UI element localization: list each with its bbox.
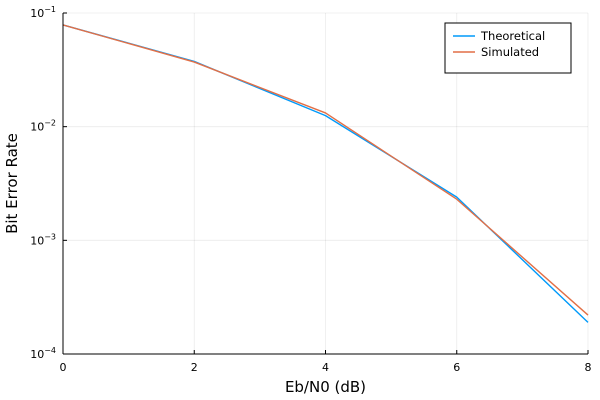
legend-label: Simulated [481, 45, 539, 59]
x-tick-label: 4 [322, 361, 329, 374]
series-lines [62, 24, 589, 323]
y-tick-label: 10−2 [30, 119, 56, 134]
axes [62, 12, 589, 355]
y-tick-label: 10−1 [30, 5, 56, 20]
x-tick-labels: 0 2 4 6 8 [60, 361, 592, 374]
x-tick-label: 8 [585, 361, 592, 374]
x-tick-label: 0 [60, 361, 67, 374]
y-axis-title: Bit Error Rate [3, 133, 21, 234]
legend: Theoretical Simulated [444, 22, 572, 74]
x-axis-title: Eb/N0 (dB) [285, 378, 366, 396]
series-line-simulated [62, 24, 589, 316]
legend-box [444, 22, 572, 74]
x-tick-label: 6 [453, 361, 460, 374]
y-tick-label: 10−3 [30, 232, 56, 247]
y-tick-label: 10−4 [30, 346, 56, 361]
legend-label: Theoretical [480, 29, 545, 43]
x-tick-label: 2 [191, 361, 198, 374]
y-tick-labels: 10−4 10−3 10−2 10−1 [30, 5, 56, 361]
